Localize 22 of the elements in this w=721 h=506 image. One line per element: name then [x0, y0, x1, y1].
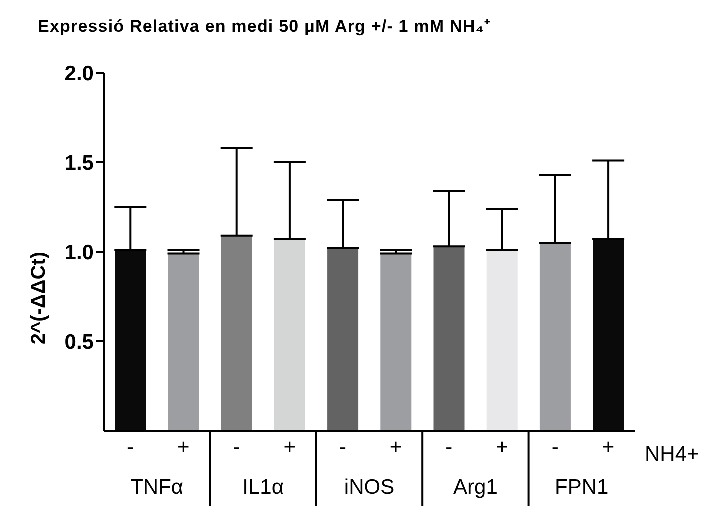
text: iNOS [344, 476, 395, 499]
text: IL1α [242, 476, 284, 499]
chart-title: Expressió Relativa en medi 50 μM Arg +/- 1 mM NH₄⁺ [38, 16, 492, 37]
x-tick-label: - [446, 436, 453, 459]
x-tick-label: + [178, 436, 190, 459]
x-tick-label: - [127, 436, 134, 459]
x-tick-label: - [233, 436, 240, 459]
x-tick-label: + [602, 436, 615, 459]
text: FPN1 [555, 476, 609, 499]
x-tick-label: + [284, 436, 296, 459]
text: Arg1 [454, 476, 498, 499]
y-tick-label: 1.5 [64, 152, 94, 175]
x-tick-label: + [390, 436, 402, 459]
y-tick-label: 2.0 [64, 62, 94, 86]
text: NH4+ [645, 443, 700, 466]
y-axis-title: 2^(-ΔΔCt) [28, 252, 50, 345]
x-tick-label: - [552, 436, 559, 459]
y-tick-label: 0.5 [64, 330, 94, 354]
x-tick-label: + [496, 436, 508, 459]
text: TNFα [130, 476, 184, 499]
x-tick-label: - [339, 436, 346, 459]
y-tick-label: 1.0 [64, 241, 94, 264]
